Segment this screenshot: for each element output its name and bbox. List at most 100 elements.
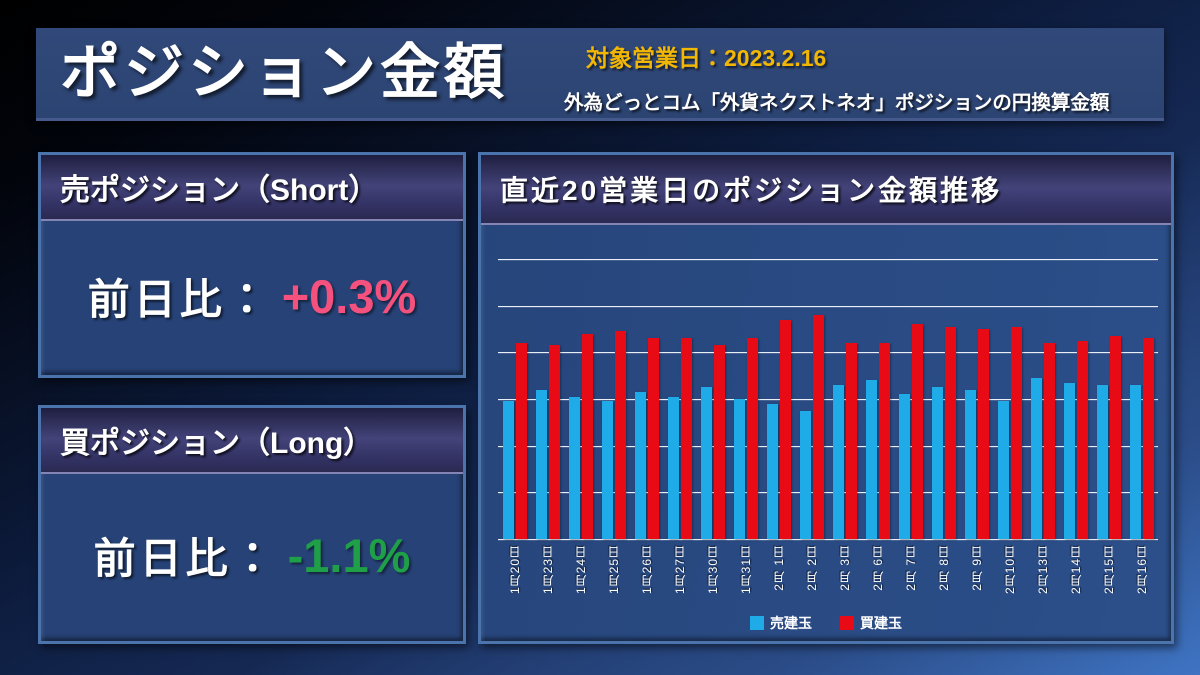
legend-swatch-buy xyxy=(840,616,854,630)
bar-group xyxy=(894,259,927,539)
x-axis-label: 2月 6日 xyxy=(871,545,885,591)
gridline xyxy=(498,259,1158,261)
chart-title: 直近20営業日のポジション金額推移 xyxy=(481,155,1171,225)
x-label-slot: 1月26日 xyxy=(630,545,663,611)
header-right: 対象営業日：2023.2.16 外為どっとコム「外貨ネクストネオ」ポジションの円… xyxy=(564,39,1109,115)
bar-sell xyxy=(667,396,679,539)
chart-columns xyxy=(498,259,1158,539)
chart-panel: 直近20営業日のポジション金額推移 1月20日 1月23日 1月24日 1月25日 1月… xyxy=(478,152,1174,644)
x-label-slot: 2月14日 xyxy=(1059,545,1092,611)
x-axis-label: 1月27日 xyxy=(673,545,687,595)
x-label-slot: 1月24日 xyxy=(564,545,597,611)
x-label-slot: 2月 7日 xyxy=(894,545,927,611)
panel-short-body: 前日比： +0.3% xyxy=(41,221,463,371)
short-change-value: +0.3% xyxy=(281,269,417,323)
gridline xyxy=(498,492,1158,495)
panel-long-title: 買ポジション（Long） xyxy=(41,408,463,474)
x-axis-label: 2月 8日 xyxy=(937,545,951,591)
bar-sell xyxy=(1096,385,1108,539)
bar-group xyxy=(564,259,597,539)
bar-group xyxy=(1026,259,1059,539)
x-label-slot: 2月 8日 xyxy=(927,545,960,611)
x-axis-label: 2月10日 xyxy=(1003,545,1017,595)
bar-group xyxy=(696,259,729,539)
panel-long-body: 前日比： -1.1% xyxy=(41,474,463,637)
page-title: ポジション金額 xyxy=(60,39,508,106)
bar-buy xyxy=(548,345,560,539)
long-change-value: -1.1% xyxy=(287,529,411,582)
bar-sell xyxy=(1129,385,1141,539)
bar-group xyxy=(1125,259,1158,539)
x-label-slot: 2月13日 xyxy=(1026,545,1059,611)
bar-group xyxy=(960,259,993,539)
x-axis-label: 2月 3日 xyxy=(838,545,852,591)
long-day-change-label: 前日比： xyxy=(93,535,278,582)
bar-sell xyxy=(799,410,811,539)
bar-group xyxy=(1059,259,1092,539)
bar-group xyxy=(663,259,696,539)
x-axis-label: 2月14日 xyxy=(1069,545,1083,595)
bar-group xyxy=(729,259,762,539)
legend-swatch-sell xyxy=(750,616,764,630)
x-label-slot: 2月15日 xyxy=(1092,545,1125,611)
gridline xyxy=(498,399,1158,401)
bar-group xyxy=(498,259,531,539)
bar-buy xyxy=(680,338,692,539)
business-date: 対象営業日：2023.2.16 xyxy=(586,45,827,71)
bar-sell xyxy=(931,387,943,539)
bar-group xyxy=(597,259,630,539)
bar-buy xyxy=(977,329,989,539)
bar-sell xyxy=(1030,378,1042,539)
bar-sell xyxy=(1063,382,1075,539)
x-axis-label: 2月13日 xyxy=(1036,545,1050,595)
legend-label-buy: 買建玉 xyxy=(860,615,902,631)
bar-group xyxy=(861,259,894,539)
bar-buy xyxy=(647,338,659,539)
bar-sell xyxy=(898,394,910,539)
bar-buy xyxy=(812,315,824,539)
x-axis-label: 2月 2日 xyxy=(805,545,819,591)
bar-buy xyxy=(713,345,725,539)
x-label-slot: 1月27日 xyxy=(663,545,696,611)
bar-buy xyxy=(1142,338,1154,539)
bar-sell xyxy=(865,380,877,539)
bar-buy xyxy=(878,343,890,539)
x-axis-label: 2月15日 xyxy=(1102,545,1116,595)
chart-x-labels: 1月20日 1月23日 1月24日 1月25日 1月26日 1月27日 1月30日 1月31日… xyxy=(498,545,1158,611)
bar-sell xyxy=(634,392,646,539)
gridline xyxy=(498,305,1158,308)
bar-sell xyxy=(700,387,712,539)
chart-legend: 売建玉 買建玉 xyxy=(481,613,1171,633)
x-axis-label: 1月23日 xyxy=(541,545,555,595)
bar-sell xyxy=(733,399,745,539)
bar-sell xyxy=(568,396,580,539)
header-panel: ポジション金額 対象営業日：2023.2.16 外為どっとコム「外貨ネクストネオ… xyxy=(36,28,1164,121)
subtitle: 外為どっとコム「外貨ネクストネオ」ポジションの円換算金額 xyxy=(564,92,1110,114)
x-label-slot: 2月 3日 xyxy=(828,545,861,611)
x-axis-label: 1月26日 xyxy=(640,545,654,595)
gridline xyxy=(498,539,1158,541)
bar-sell xyxy=(502,401,514,539)
x-label-slot: 1月30日 xyxy=(696,545,729,611)
bar-buy xyxy=(614,331,626,539)
bar-group xyxy=(927,259,960,539)
bar-buy xyxy=(581,333,593,539)
x-axis-label: 1月25日 xyxy=(607,545,621,595)
bar-buy xyxy=(845,343,857,539)
gridline xyxy=(498,445,1158,448)
bar-buy xyxy=(944,326,956,539)
legend-item-buy: 買建玉 xyxy=(840,613,902,633)
x-label-slot: 2月10日 xyxy=(993,545,1026,611)
x-label-slot: 1月25日 xyxy=(597,545,630,611)
bar-group xyxy=(1092,259,1125,539)
short-day-change-label: 前日比： xyxy=(87,275,272,323)
bar-group xyxy=(795,259,828,539)
x-label-slot: 2月16日 xyxy=(1125,545,1158,611)
x-label-slot: 2月 1日 xyxy=(762,545,795,611)
x-label-slot: 2月 6日 xyxy=(861,545,894,611)
bar-buy xyxy=(1010,326,1022,539)
bar-buy xyxy=(1076,340,1088,539)
bar-sell xyxy=(964,389,976,539)
x-axis-label: 2月 9日 xyxy=(970,545,984,591)
x-axis-label: 1月30日 xyxy=(706,545,720,595)
